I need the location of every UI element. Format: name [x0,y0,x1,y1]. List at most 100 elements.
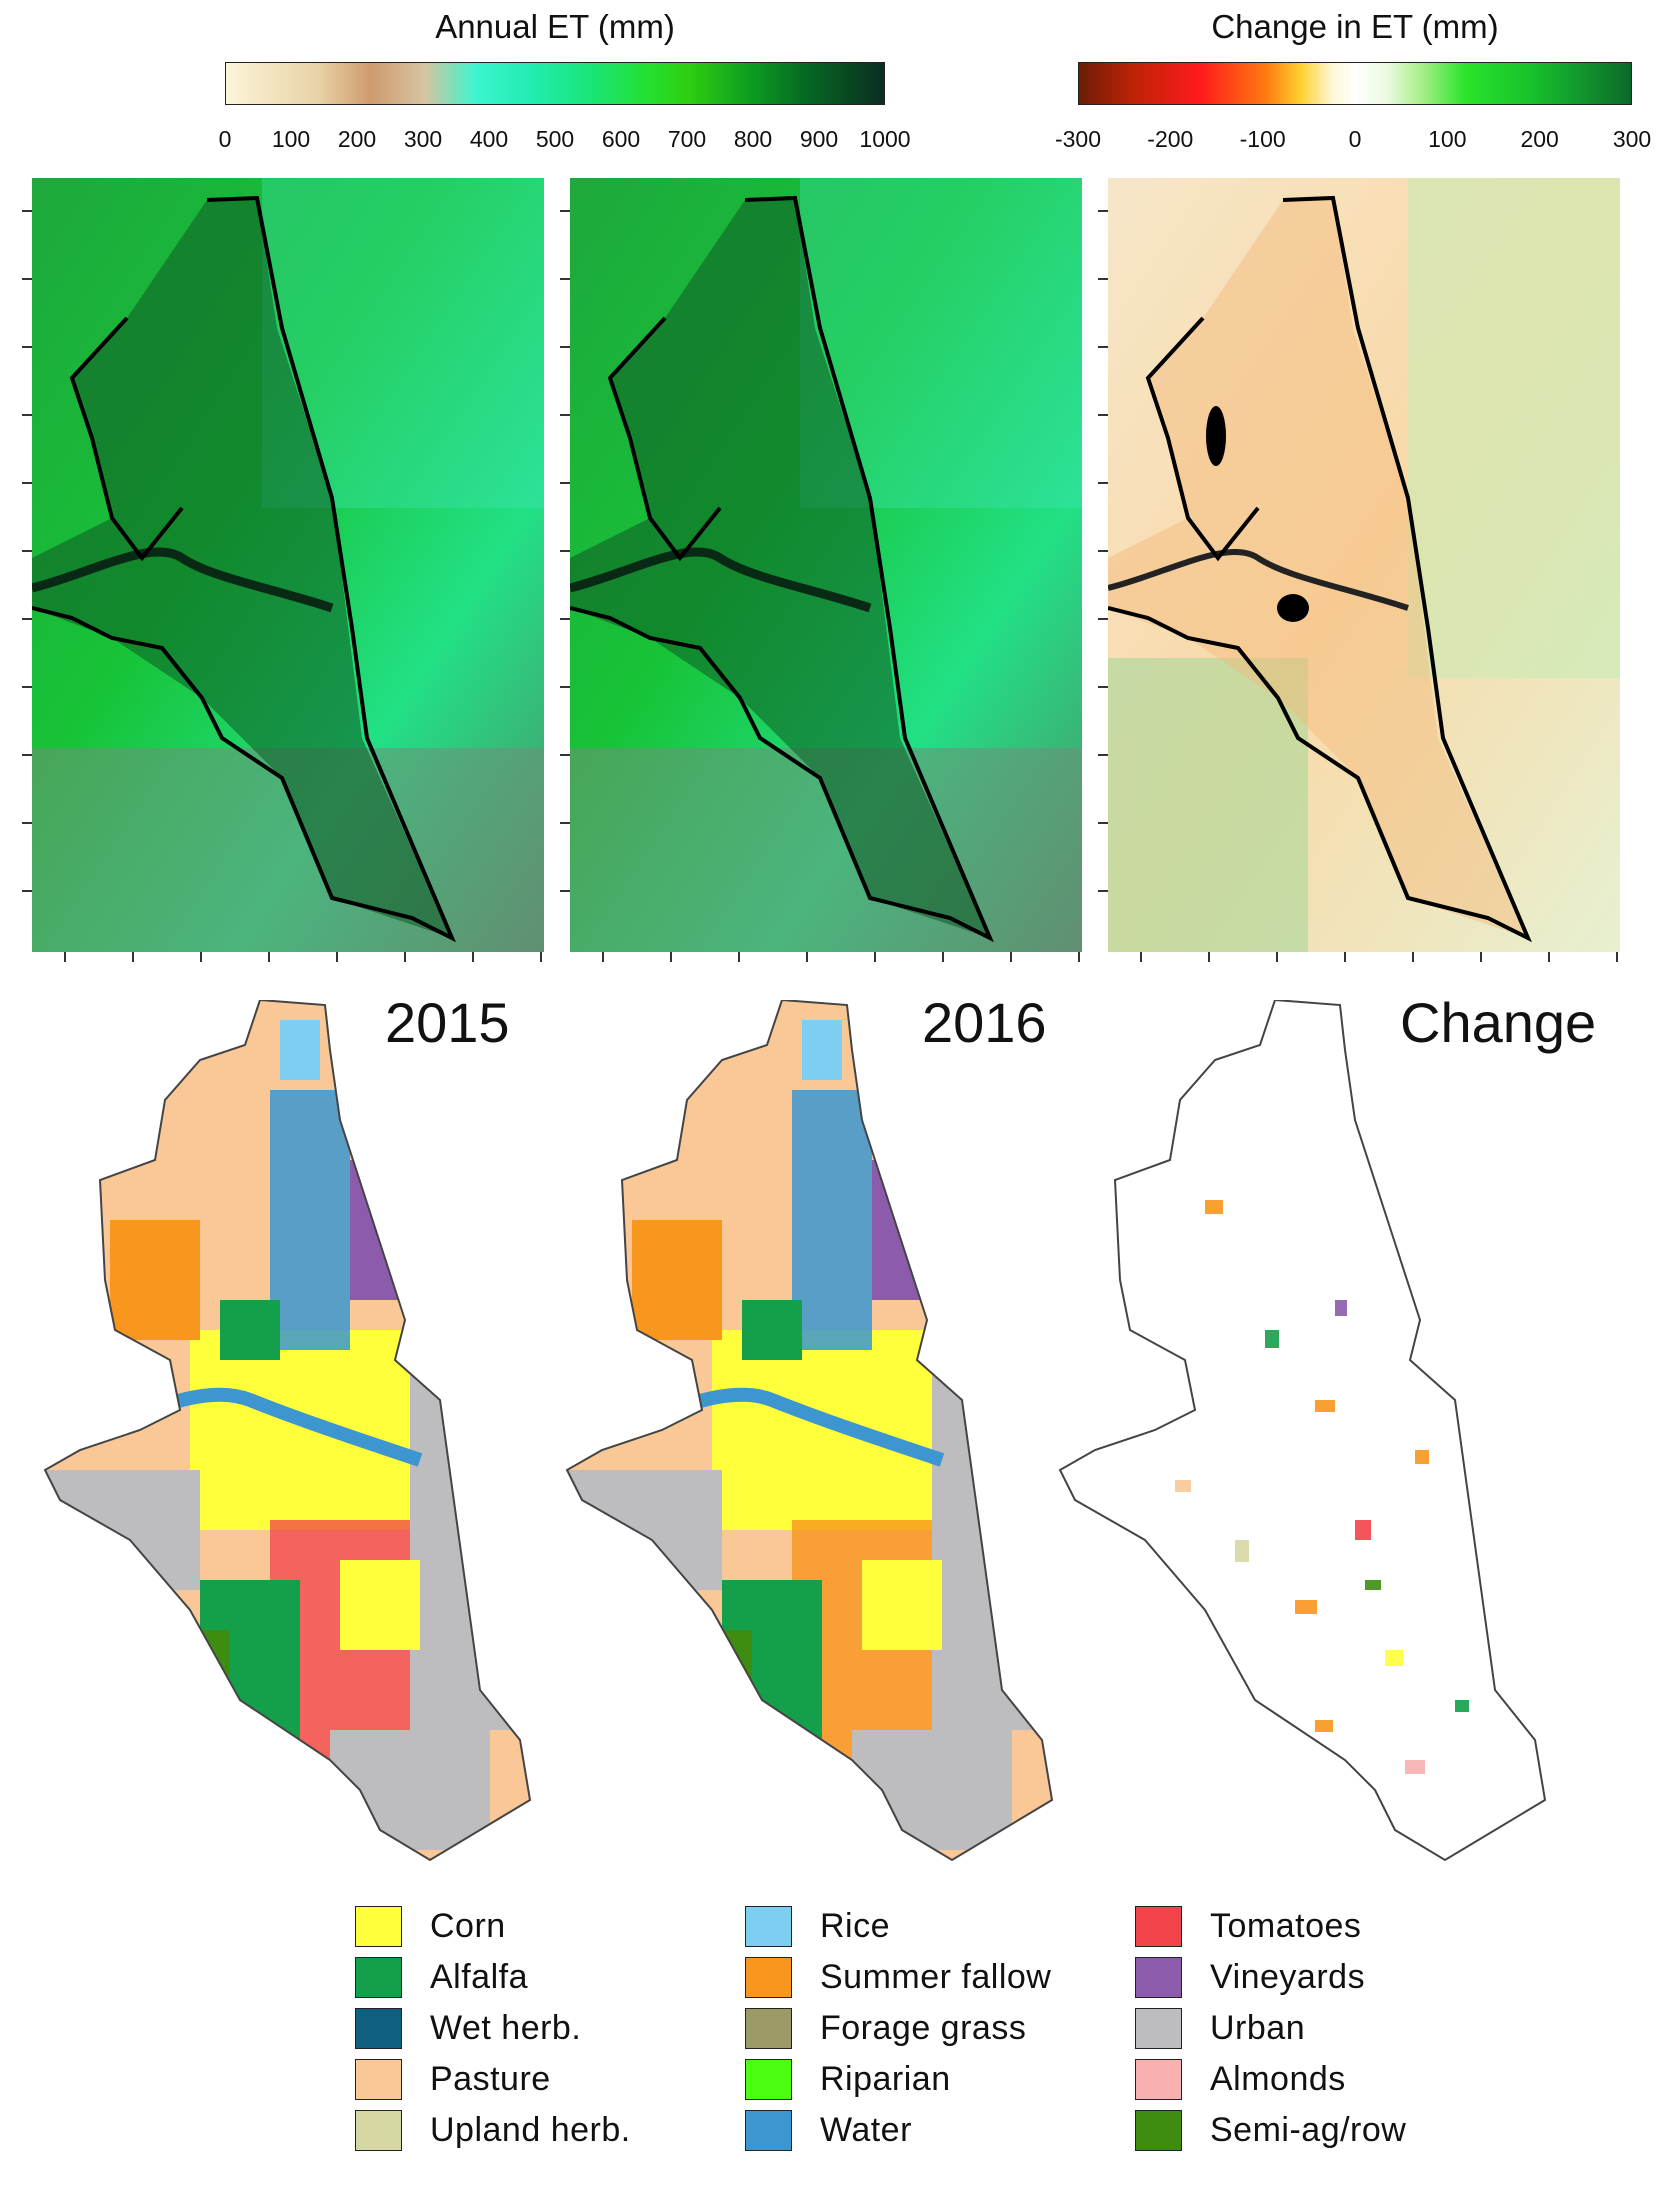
axis-tick-mark [1098,210,1108,212]
change-et-tick-label: -300 [1054,126,1102,152]
change-et-colorbar-title: Change in ET (mm) [1211,8,1499,45]
axis-tick-mark [738,952,740,962]
axis-tick-mark [602,952,604,962]
annual-et-tick-label: 500 [535,126,575,152]
axis-tick-mark [1098,618,1108,620]
axis-tick-mark [1010,952,1012,962]
panel-title-change: Change [1400,991,1597,1054]
legend-swatch [1135,1905,1182,1947]
axis-tick-mark [1140,952,1142,962]
legend-label: Pasture [430,2059,551,2098]
landcover-map-2015 [40,1000,600,1880]
legend-swatch [355,2058,402,2100]
legend-swatch [355,2007,402,2049]
axis-tick-mark [22,754,32,756]
axis-tick-mark [1098,414,1108,416]
axis-tick-mark [1276,952,1278,962]
annual-et-tick-label: 0 [218,126,232,152]
legend-label: Alfalfa [430,1957,528,1996]
change-et-colorbar [1078,62,1632,105]
change-et-tick-label: -200 [1147,126,1194,152]
legend-swatch [745,2058,792,2100]
axis-tick-mark [22,550,32,552]
legend-item: Urban [1135,2006,1305,2050]
axis-tick-mark [670,952,672,962]
axis-tick-mark [1098,482,1108,484]
legend-item: Semi-ag/row [1135,2108,1406,2152]
axis-tick-mark [404,952,406,962]
axis-tick-mark [268,952,270,962]
legend-label: Semi-ag/row [1210,2110,1407,2149]
legend-swatch [1135,2058,1182,2100]
axis-tick-mark [22,890,32,892]
legend-swatch [745,2007,792,2049]
change-et-tick-label: 0 [1348,126,1362,152]
legend-item: Alfalfa [355,1955,528,1999]
axis-tick-mark [22,278,32,280]
axis-tick-mark [540,952,542,962]
et-change-map [1108,178,1620,952]
legend-label: Water [820,2110,912,2149]
axis-tick-mark [1098,346,1108,348]
axis-tick-mark [560,618,570,620]
legend-swatch [745,2109,792,2151]
legend-label: Wet herb. [430,2008,582,2047]
axis-tick-mark [22,482,32,484]
legend-label: Upland herb. [430,2110,631,2149]
legend-item: Forage grass [745,2006,1026,2050]
axis-tick-mark [560,482,570,484]
annual-et-tick-label: 900 [799,126,839,152]
annual-et-tick-label: 300 [403,126,443,152]
panel-title-2016: 2016 [922,991,1047,1054]
axis-tick-mark [22,210,32,212]
legend-label: Tomatoes [1210,1906,1362,1945]
legend-label: Riparian [820,2059,951,2098]
axis-tick-mark [560,414,570,416]
axis-tick-mark [64,952,66,962]
axis-tick-mark [1098,686,1108,688]
annual-et-colorbar-title: Annual ET (mm) [435,8,675,45]
axis-tick-mark [22,414,32,416]
legend-item: Almonds [1135,2057,1346,2101]
panel-title-2015: 2015 [385,991,510,1054]
legend-swatch [1135,2109,1182,2151]
legend-label: Almonds [1210,2059,1346,2098]
axis-tick-mark [560,346,570,348]
change-et-tick-label: 300 [1612,126,1652,152]
axis-tick-mark [1412,952,1414,962]
et-map-2015 [32,178,544,952]
legend-item: Wet herb. [355,2006,581,2050]
legend-item: Riparian [745,2057,951,2101]
legend-item: Vineyards [1135,1955,1365,1999]
legend-item: Rice [745,1904,890,1948]
axis-tick-mark [560,210,570,212]
legend-item: Water [745,2108,912,2152]
annual-et-colorbar [225,62,885,105]
axis-tick-mark [560,686,570,688]
legend-item: Summer fallow [745,1955,1051,1999]
axis-tick-mark [560,754,570,756]
legend-item: Corn [355,1904,506,1948]
axis-tick-mark [1098,754,1108,756]
change-et-tick-label: 200 [1520,126,1559,152]
annual-et-tick-label: 800 [733,126,773,152]
axis-tick-mark [1208,952,1210,962]
axis-tick-mark [22,822,32,824]
axis-tick-mark [806,952,808,962]
legend-item: Upland herb. [355,2108,631,2152]
legend-swatch [355,1905,402,1947]
annual-et-tick-label: 700 [667,126,707,152]
axis-tick-mark [560,822,570,824]
legend-swatch [1135,2007,1182,2049]
landcover-change-map [1055,1000,1615,1880]
legend-label: Urban [1210,2008,1306,2047]
legend-label: Summer fallow [820,1957,1052,1996]
change-et-tick-label: -100 [1239,126,1286,152]
axis-tick-mark [1098,278,1108,280]
annual-et-tick-label: 1000 [859,126,911,152]
annual-et-tick-label: 600 [601,126,641,152]
axis-tick-mark [472,952,474,962]
axis-tick-mark [1098,890,1108,892]
annual-et-tick-label: 200 [337,126,377,152]
et-map-2016 [570,178,1082,952]
